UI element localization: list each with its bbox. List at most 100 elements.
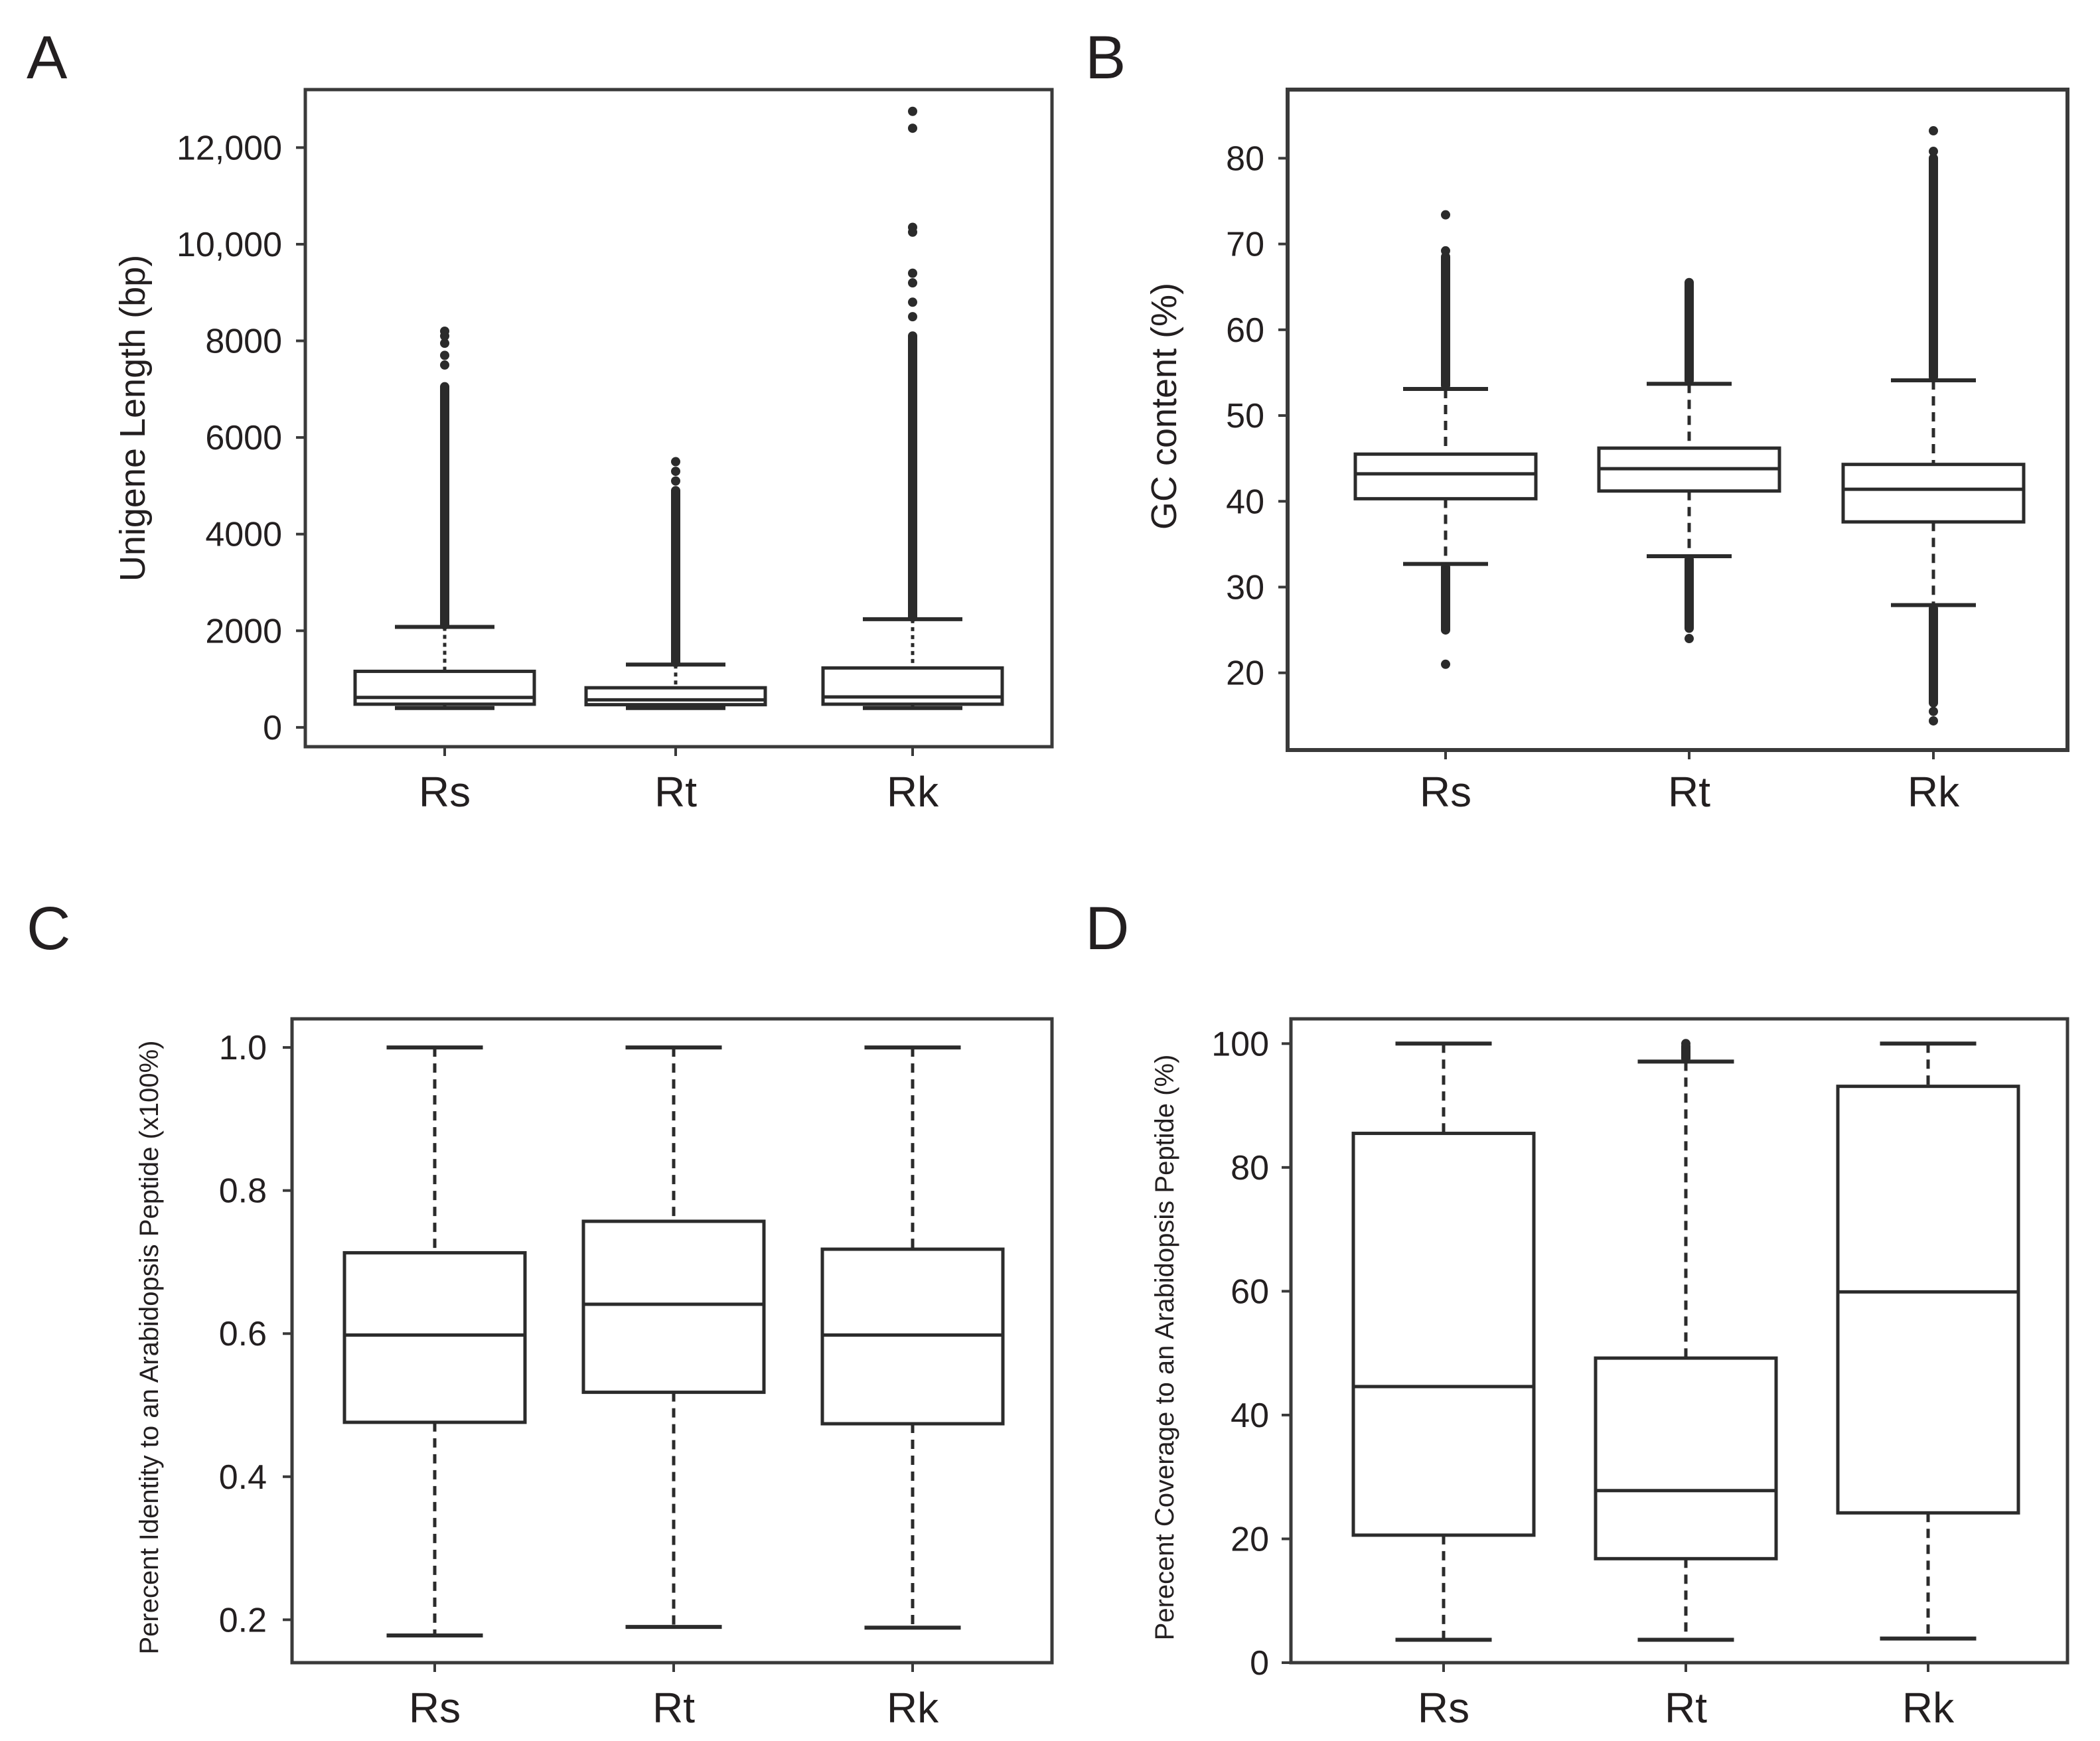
panel-b-x-category-label: Rt — [1668, 768, 1710, 816]
panel-a-y-tick-label: 8000 — [205, 323, 282, 361]
panel-a-rk-outlier-point — [908, 106, 917, 116]
panel-d-boxes — [1351, 1039, 2020, 1642]
panel-b-y-tick-label: 70 — [1226, 226, 1264, 264]
panel-a-x-categories: Rs Rt Rk — [419, 747, 939, 816]
panel-a-x-category-label: Rs — [419, 768, 471, 816]
panel-b-rk-outlier-point — [1929, 706, 1938, 716]
panel-c: C Perecent Identity to an Arabidopsis Pe… — [27, 895, 1054, 1732]
panel-a-y-tick-label: 4000 — [205, 516, 282, 554]
panel-b-rs-box — [1353, 452, 1538, 500]
panel-a-rs-outlier-point — [440, 350, 449, 360]
panel-a-rk-outlier-point — [908, 297, 917, 307]
panel-a-boxes — [353, 106, 1004, 710]
panel-d-x-category-label: Rs — [1418, 1684, 1469, 1732]
panel-b-rk-box — [1841, 463, 2026, 524]
panel-b-y-tick-label: 40 — [1226, 483, 1264, 521]
panel-d-y-tick-label: 40 — [1231, 1397, 1269, 1435]
panel-b-x-categories: Rs Rt Rk — [1420, 750, 1960, 816]
panel-b-rk-outlier-point — [1929, 147, 1938, 157]
panel-c-boxes — [342, 1045, 1005, 1638]
panel-c-plot-frame — [290, 1017, 1054, 1665]
panel-a-x-category-label: Rt — [654, 768, 697, 816]
panel-d-y-tick-label: 0 — [1250, 1644, 1269, 1683]
panel-b-y-tick-label: 50 — [1226, 397, 1264, 435]
panel-b-y-ticks: 20 30 40 50 60 70 80 — [1226, 139, 1288, 693]
panel-b: B GC content (%) 20 30 40 50 60 70 80 Rs Rt Rk — [1085, 24, 2069, 816]
panel-b-rk-outlier-point — [1929, 126, 1938, 136]
panel-c-y-tick-label: 0.8 — [219, 1172, 267, 1211]
panel-c-x-category-label: Rt — [652, 1684, 695, 1732]
panel-a: A Unigene Length (bp) 0 2000 4000 6000 8000 1… — [27, 24, 1054, 816]
panel-a-rs-outlier-point — [440, 339, 449, 348]
panel-c-y-ticks: 0.2 0.4 0.6 0.8 1.0 — [219, 1029, 292, 1639]
panel-b-plot-frame — [1286, 88, 2069, 752]
panel-b-y-tick-label: 60 — [1226, 311, 1264, 350]
panel-b-y-tick-label: 20 — [1226, 654, 1264, 693]
panel-b-rk-outlier-point — [1929, 716, 1938, 726]
panel-d-rt-outlier-point — [1681, 1039, 1690, 1049]
panel-d-plot-frame — [1289, 1017, 2069, 1665]
panel-b-y-tick-label: 30 — [1226, 568, 1264, 607]
panel-b-rs-outlier-point — [1441, 210, 1450, 220]
panel-d-rk-box — [1836, 1085, 2020, 1515]
panel-a-rk-outlier-point — [908, 222, 917, 232]
panel-c-y-tick-label: 0.6 — [219, 1315, 267, 1353]
panel-a-y-ticks: 0 2000 4000 6000 8000 10,000 12,000 — [177, 129, 305, 747]
panel-a-x-category-label: Rk — [887, 768, 939, 816]
panel-c-y-tick-label: 1.0 — [219, 1029, 267, 1067]
panel-a-y-tick-label: 10,000 — [177, 226, 282, 264]
panel-d-y-tick-label: 60 — [1231, 1272, 1269, 1311]
panel-a-rk-box — [821, 666, 1004, 706]
panel-a-rs-box — [353, 669, 536, 706]
panel-d-x-category-label: Rt — [1665, 1684, 1707, 1732]
panel-c-y-tick-label: 0.2 — [219, 1601, 267, 1639]
panel-a-rt-outlier-point — [671, 457, 680, 467]
panel-a-rk-outlier-point — [908, 268, 917, 278]
panel-a-letter: A — [27, 24, 68, 92]
panel-a-rk-outlier-point — [908, 278, 917, 288]
panel-a-y-tick-label: 2000 — [205, 612, 282, 650]
panel-c-rt-box — [581, 1219, 766, 1395]
panel-b-boxes — [1353, 126, 2026, 726]
panel-a-rs-outlier-point — [440, 326, 449, 336]
panel-d-letter: D — [1085, 895, 1129, 962]
panel-a-rk-outlier-point — [908, 312, 917, 322]
panel-c-rs-box — [342, 1250, 527, 1424]
panel-a-y-tick-label: 0 — [263, 709, 282, 747]
panel-a-rt-box — [584, 686, 767, 707]
panel-b-y-axis-title: GC content (%) — [1144, 283, 1184, 530]
panel-c-y-tick-label: 0.4 — [219, 1458, 267, 1497]
panel-d-rs-box — [1351, 1132, 1536, 1537]
panel-a-y-axis-title: Unigene Length (bp) — [113, 255, 153, 581]
panel-a-y-tick-label: 6000 — [205, 419, 282, 457]
panel-d-x-categories: Rs Rt Rk — [1418, 1663, 1955, 1732]
panel-b-letter: B — [1085, 24, 1126, 92]
panel-d-x-category-label: Rk — [1902, 1684, 1955, 1732]
panel-a-plot-frame — [303, 88, 1054, 749]
panel-c-x-category-label: Rk — [887, 1684, 939, 1732]
panel-d-y-tick-label: 100 — [1211, 1025, 1269, 1063]
panel-c-letter: C — [27, 895, 70, 962]
panel-b-x-category-label: Rk — [1908, 768, 1960, 816]
panel-a-rs-outlier-point — [440, 360, 449, 370]
panel-d-y-ticks: 0 20 40 60 80 100 — [1211, 1025, 1291, 1683]
panel-a-rt-outlier-point — [671, 476, 680, 486]
panel-b-y-tick-label: 80 — [1226, 139, 1264, 178]
panel-c-x-category-label: Rs — [409, 1684, 461, 1732]
panel-d: D Perecent Coverage to an Arabidopsis Pe… — [1085, 895, 2069, 1732]
panel-c-y-axis-title: Perecent Identity to an Arabidopsis Pept… — [135, 1041, 164, 1655]
panel-b-rs-outlier-point — [1441, 246, 1450, 256]
panel-b-rt-outlier-point — [1685, 634, 1694, 644]
panel-d-rt-box — [1594, 1356, 1778, 1560]
panel-c-x-categories: Rs Rt Rk — [409, 1663, 939, 1732]
panel-a-y-tick-label: 12,000 — [177, 129, 282, 167]
panel-d-y-tick-label: 20 — [1231, 1520, 1269, 1558]
panel-a-rk-outlier-point — [908, 123, 917, 133]
panel-d-y-tick-label: 80 — [1231, 1149, 1269, 1187]
panel-b-rs-outlier-point — [1441, 659, 1450, 669]
panel-a-rt-outlier-point — [671, 467, 680, 477]
panel-b-x-category-label: Rs — [1420, 768, 1471, 816]
panel-d-y-axis-title: Perecent Coverage to an Arabidopsis Pept… — [1150, 1055, 1179, 1641]
